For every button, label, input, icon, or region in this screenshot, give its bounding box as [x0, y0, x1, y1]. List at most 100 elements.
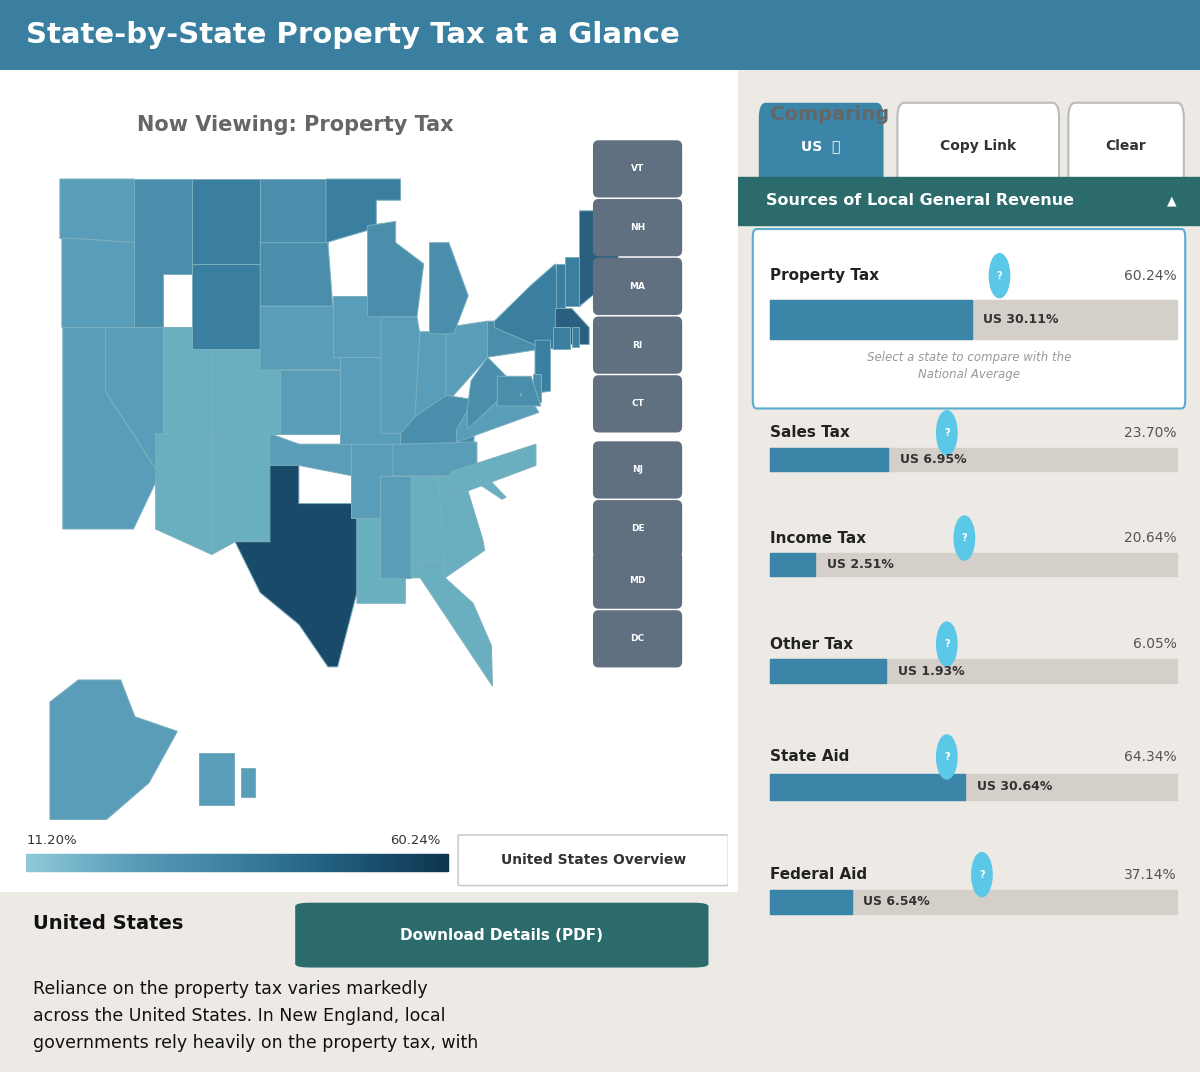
- Text: ?: ?: [944, 751, 949, 762]
- Polygon shape: [415, 331, 446, 417]
- Bar: [277, 854, 280, 870]
- Bar: [205, 854, 206, 870]
- Bar: [36, 854, 37, 870]
- Bar: [770, 774, 966, 800]
- Bar: [119, 854, 120, 870]
- Polygon shape: [461, 472, 506, 500]
- Polygon shape: [326, 179, 401, 242]
- Polygon shape: [535, 340, 551, 393]
- Polygon shape: [192, 264, 260, 348]
- Text: Comparing: Comparing: [770, 105, 889, 123]
- Bar: [265, 854, 266, 870]
- Bar: [397, 854, 398, 870]
- Bar: [193, 854, 194, 870]
- Text: NH: NH: [630, 223, 646, 233]
- Bar: [313, 854, 314, 870]
- Bar: [382, 854, 383, 870]
- Polygon shape: [565, 257, 580, 307]
- Bar: [90, 854, 91, 870]
- Bar: [157, 854, 158, 870]
- Polygon shape: [451, 444, 536, 497]
- Polygon shape: [487, 322, 544, 357]
- Bar: [65, 854, 66, 870]
- Bar: [770, 300, 972, 339]
- Bar: [293, 854, 294, 870]
- Bar: [380, 854, 382, 870]
- Bar: [263, 854, 264, 870]
- Bar: [73, 854, 74, 870]
- Bar: [215, 854, 216, 870]
- Bar: [442, 854, 443, 870]
- Circle shape: [972, 852, 992, 896]
- Polygon shape: [380, 476, 412, 578]
- Bar: [251, 854, 252, 870]
- Bar: [294, 854, 296, 870]
- Polygon shape: [270, 433, 353, 476]
- Bar: [110, 854, 112, 870]
- Bar: [371, 854, 372, 870]
- Bar: [346, 854, 347, 870]
- FancyBboxPatch shape: [593, 442, 682, 498]
- Text: US 2.51%: US 2.51%: [827, 557, 894, 571]
- Bar: [71, 854, 73, 870]
- Bar: [305, 854, 306, 870]
- Bar: [326, 854, 329, 870]
- Circle shape: [937, 411, 956, 455]
- Bar: [252, 854, 254, 870]
- Bar: [203, 854, 205, 870]
- Circle shape: [954, 516, 974, 560]
- Bar: [420, 854, 421, 870]
- Bar: [272, 854, 274, 870]
- Bar: [376, 854, 377, 870]
- Polygon shape: [382, 317, 420, 433]
- Bar: [32, 854, 34, 870]
- Bar: [738, 177, 1200, 225]
- Bar: [109, 854, 110, 870]
- Bar: [185, 854, 186, 870]
- Text: ?: ?: [944, 428, 949, 437]
- Bar: [214, 854, 215, 870]
- Bar: [67, 854, 68, 870]
- Polygon shape: [212, 348, 280, 433]
- Bar: [224, 854, 226, 870]
- Polygon shape: [199, 754, 234, 805]
- Text: ▲: ▲: [1168, 194, 1177, 208]
- Text: VT: VT: [631, 164, 644, 174]
- Bar: [242, 854, 244, 870]
- Bar: [276, 854, 277, 870]
- Bar: [390, 854, 391, 870]
- Bar: [379, 854, 380, 870]
- Bar: [158, 854, 160, 870]
- Text: United States Overview: United States Overview: [500, 853, 686, 867]
- Polygon shape: [260, 242, 332, 307]
- Bar: [421, 854, 422, 870]
- Bar: [430, 854, 431, 870]
- Bar: [186, 854, 188, 870]
- Bar: [131, 854, 132, 870]
- Text: 11.20%: 11.20%: [26, 834, 77, 847]
- Bar: [412, 854, 413, 870]
- Polygon shape: [580, 211, 618, 307]
- Polygon shape: [430, 242, 468, 333]
- Bar: [318, 854, 320, 870]
- Circle shape: [937, 735, 956, 779]
- Bar: [392, 854, 395, 870]
- Text: Download Details (PDF): Download Details (PDF): [401, 927, 604, 942]
- Bar: [281, 854, 282, 870]
- Polygon shape: [412, 476, 445, 578]
- Polygon shape: [419, 561, 492, 686]
- Bar: [199, 854, 200, 870]
- Bar: [268, 854, 269, 870]
- Bar: [439, 854, 440, 870]
- Bar: [125, 854, 126, 870]
- Bar: [41, 854, 42, 870]
- Polygon shape: [235, 444, 356, 667]
- Bar: [286, 854, 288, 870]
- Bar: [127, 854, 128, 870]
- Bar: [310, 854, 312, 870]
- Text: US 30.11%: US 30.11%: [983, 313, 1058, 326]
- Text: Other Tax: Other Tax: [770, 637, 853, 652]
- Bar: [770, 553, 815, 576]
- Bar: [407, 854, 408, 870]
- Bar: [343, 854, 346, 870]
